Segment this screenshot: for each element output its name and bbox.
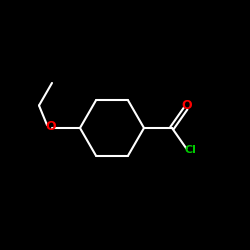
Text: O: O <box>46 120 56 134</box>
Text: O: O <box>182 99 192 112</box>
Text: Cl: Cl <box>184 146 196 156</box>
